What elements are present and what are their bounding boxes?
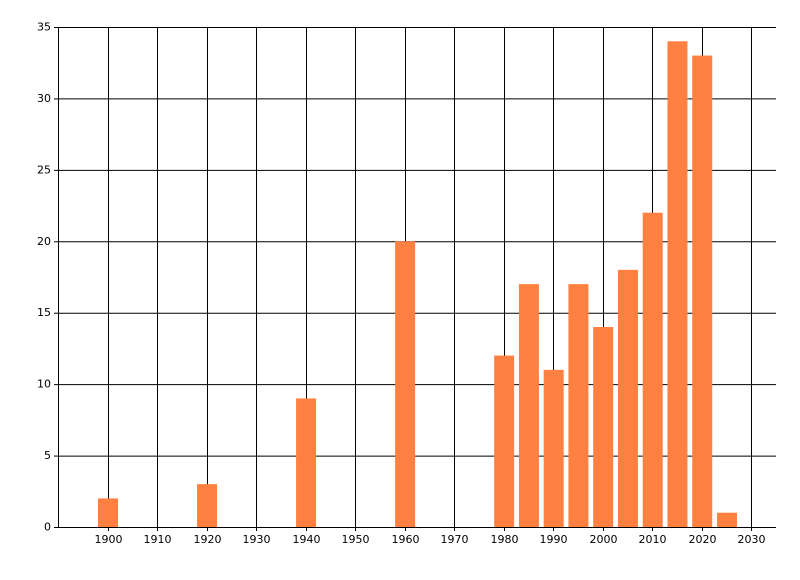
bar [98, 498, 119, 527]
x-tick-label: 1940 [293, 533, 321, 546]
x-tick-label: 2010 [639, 533, 667, 546]
x-tick-label: 1990 [540, 533, 568, 546]
bar [395, 241, 416, 528]
x-tick-label: 1960 [392, 533, 420, 546]
bar [642, 212, 663, 527]
bar [518, 284, 539, 527]
y-tick-label: 20 [37, 235, 51, 248]
bar [543, 369, 564, 527]
x-tick-label: 1950 [342, 533, 370, 546]
y-tick-label: 30 [37, 92, 51, 105]
x-tick-label: 2030 [738, 533, 766, 546]
bar [617, 269, 638, 527]
x-tick-label: 1900 [95, 533, 123, 546]
bar [296, 398, 317, 527]
bar [593, 327, 614, 527]
x-tick-label: 1930 [243, 533, 271, 546]
bar [494, 355, 515, 527]
y-tick-label: 10 [37, 378, 51, 391]
x-tick-label: 1910 [144, 533, 172, 546]
x-tick-label: 2020 [689, 533, 717, 546]
y-tick-label: 0 [44, 521, 51, 534]
bar [667, 41, 688, 528]
y-tick-label: 5 [44, 449, 51, 462]
x-tick-label: 1920 [194, 533, 222, 546]
bar [197, 484, 218, 527]
x-tick-label: 2000 [590, 533, 618, 546]
y-tick-label: 35 [37, 21, 51, 34]
x-tick-label: 1970 [441, 533, 469, 546]
bar [716, 512, 737, 527]
y-tick-label: 25 [37, 163, 51, 176]
bar [692, 55, 713, 527]
y-tick-label: 15 [37, 306, 51, 319]
x-tick-label: 1980 [491, 533, 519, 546]
bar [568, 284, 589, 527]
